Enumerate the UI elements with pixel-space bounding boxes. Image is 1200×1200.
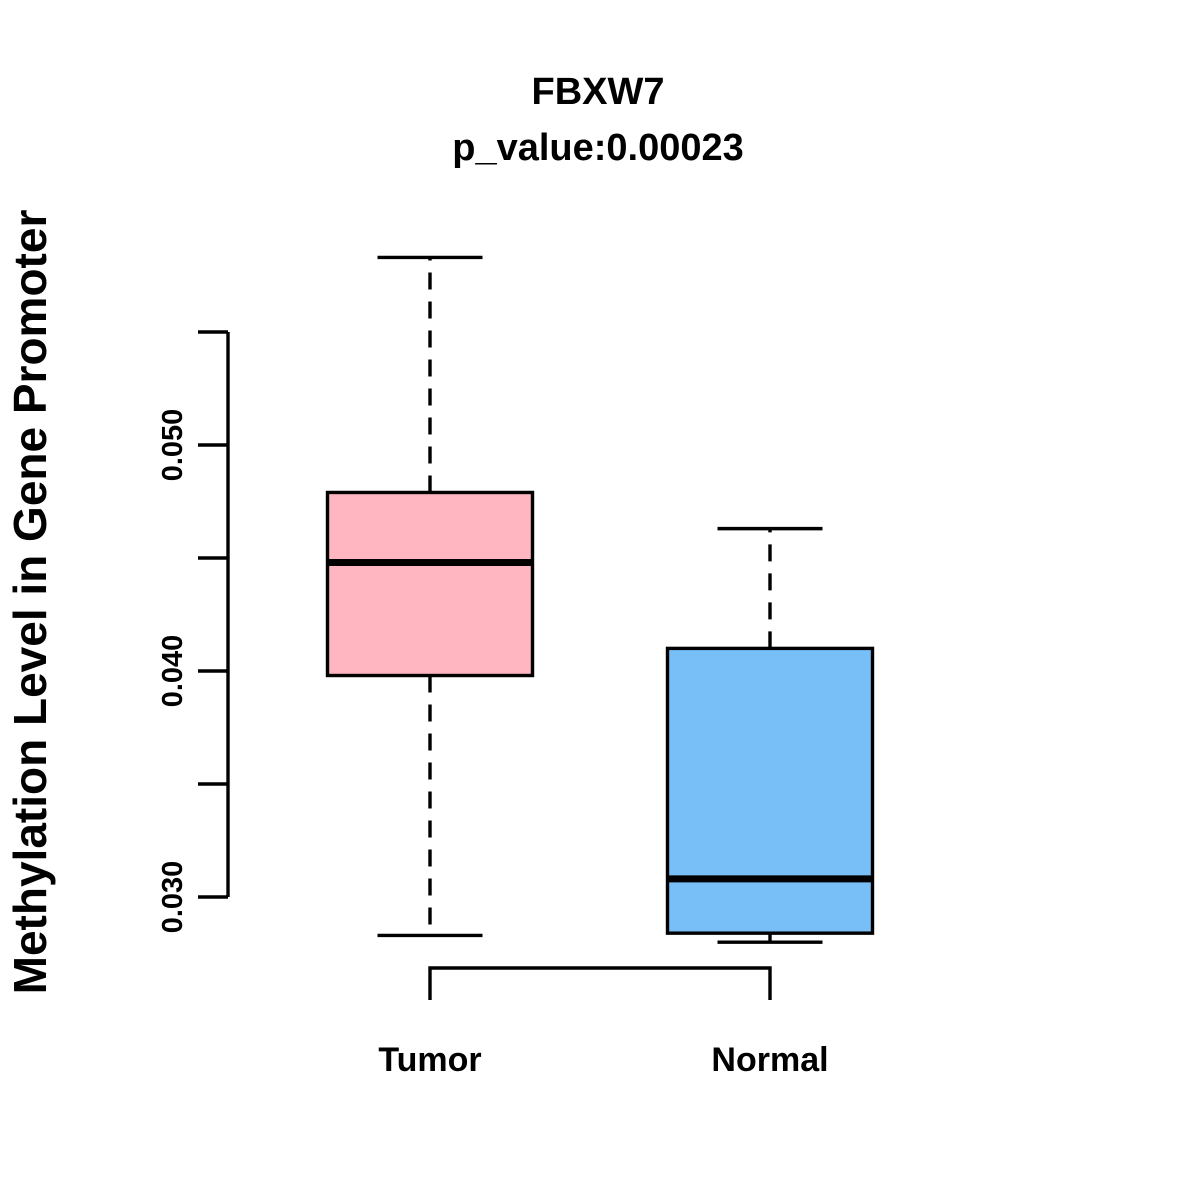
y-tick-label: 0.050 [157,409,189,482]
category-label-normal: Normal [711,1041,828,1079]
y-axis-label: Methylation Level in Gene Promoter [4,210,56,995]
chart-title: FBXW7 [532,71,665,113]
plot-area: 0.030 0.040 0.050 Tumor Normal [157,255,875,1079]
y-tick-label: 0.040 [157,635,189,708]
iqr-box-normal [665,646,875,935]
x-axis-bracket [428,966,772,1000]
y-tick-label: 0.030 [157,861,189,934]
chart-subtitle-pvalue: p_value:0.00023 [452,127,744,169]
category-label-tumor: Tumor [378,1041,481,1079]
iqr-box-tumor [325,490,535,678]
